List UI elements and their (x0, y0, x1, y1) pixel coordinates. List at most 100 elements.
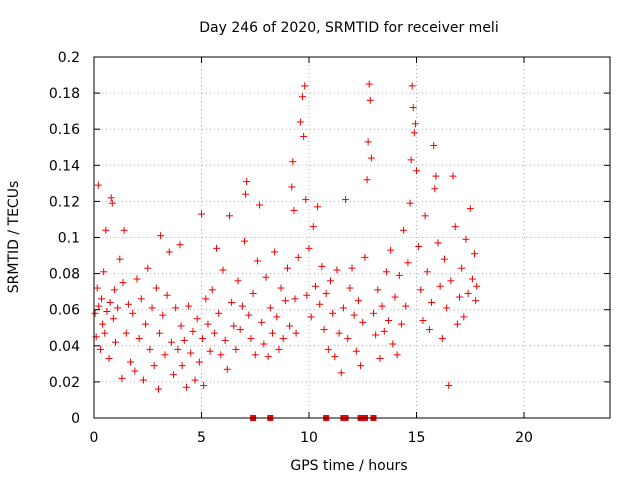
data-point (284, 264, 291, 272)
data-point (93, 284, 101, 292)
data-point (327, 277, 334, 285)
data-point (423, 268, 431, 276)
data-point (344, 335, 352, 343)
data-point (339, 304, 347, 312)
data-point (256, 201, 264, 209)
data-point (127, 358, 135, 366)
data-point (185, 302, 193, 310)
data-point (372, 331, 380, 339)
data-point (159, 311, 167, 319)
data-point (150, 362, 158, 370)
data-point (449, 172, 457, 180)
data-point (264, 353, 272, 361)
y-tick-label: 0.16 (49, 122, 80, 138)
data-point (456, 293, 463, 301)
data-point (152, 284, 160, 292)
data-point (100, 268, 108, 276)
data-point (116, 255, 124, 263)
data-point (182, 383, 190, 391)
data-point (273, 313, 281, 321)
data-point (468, 275, 476, 283)
data-point (309, 223, 317, 231)
data-point (303, 291, 311, 299)
x-axis-label: GPS time / hours (290, 458, 407, 474)
data-point (286, 322, 294, 330)
data-point (374, 286, 382, 294)
data-point (402, 302, 410, 310)
data-point (404, 259, 412, 267)
data-point (95, 302, 103, 310)
data-point (105, 354, 113, 362)
data-point (376, 354, 384, 362)
x-tick-label: 0 (90, 430, 99, 446)
data-point (230, 322, 238, 330)
data-point (106, 298, 114, 306)
data-point (163, 291, 171, 299)
data-point (408, 82, 416, 90)
data-point (223, 365, 231, 373)
data-point (361, 253, 369, 261)
data-point (382, 268, 390, 276)
data-point (365, 80, 373, 88)
data-point (199, 335, 207, 343)
y-tick-label: 0.18 (49, 86, 80, 102)
y-tick-label: 0.08 (49, 267, 80, 283)
data-point (445, 382, 453, 390)
data-point (366, 96, 374, 104)
data-point (148, 304, 156, 312)
data-point (170, 371, 178, 379)
data-point (320, 326, 328, 334)
data-point (302, 196, 310, 204)
x-tick-label: 10 (300, 430, 318, 446)
data-point (247, 335, 255, 343)
data-point (135, 335, 143, 343)
data-point (421, 212, 429, 220)
data-point (156, 329, 164, 337)
data-point (471, 250, 479, 258)
data-point (352, 347, 360, 355)
data-point (217, 351, 225, 359)
data-point (413, 167, 420, 175)
data-point (333, 266, 341, 274)
y-tick-label: 0.12 (49, 194, 80, 210)
plot-frame (93, 56, 611, 419)
data-point (236, 326, 244, 334)
data-point (99, 320, 107, 328)
data-point (301, 82, 309, 90)
data-point (110, 286, 118, 294)
data-point (193, 315, 201, 323)
data-point (155, 385, 162, 393)
data-point (215, 309, 223, 317)
data-point (472, 297, 480, 305)
data-point (342, 196, 350, 204)
data-point (165, 248, 173, 256)
data-point (417, 286, 425, 294)
data-point (129, 309, 137, 317)
data-point (397, 320, 405, 328)
data-point (299, 93, 307, 101)
data-point (359, 318, 367, 326)
data-point (112, 338, 119, 346)
data-point (460, 313, 468, 321)
data-point (447, 277, 455, 285)
data-point (370, 309, 377, 317)
data-point (137, 295, 145, 303)
data-point (415, 243, 423, 251)
data-point (118, 374, 126, 382)
data-point (337, 369, 345, 377)
data-point (440, 255, 448, 263)
data-point (228, 298, 236, 306)
data-point (241, 237, 248, 245)
gridlines (94, 57, 610, 418)
data-point (443, 304, 451, 312)
data-point (290, 206, 298, 214)
data-point (335, 329, 343, 337)
data-point (210, 329, 218, 337)
data-point (142, 320, 150, 328)
data-point (119, 279, 127, 287)
data-point (157, 232, 165, 240)
data-point (251, 351, 259, 359)
data-point (380, 327, 388, 335)
data-point (432, 172, 440, 180)
chart-title: Day 246 of 2020, SRMTID for receiver mel… (199, 20, 498, 36)
